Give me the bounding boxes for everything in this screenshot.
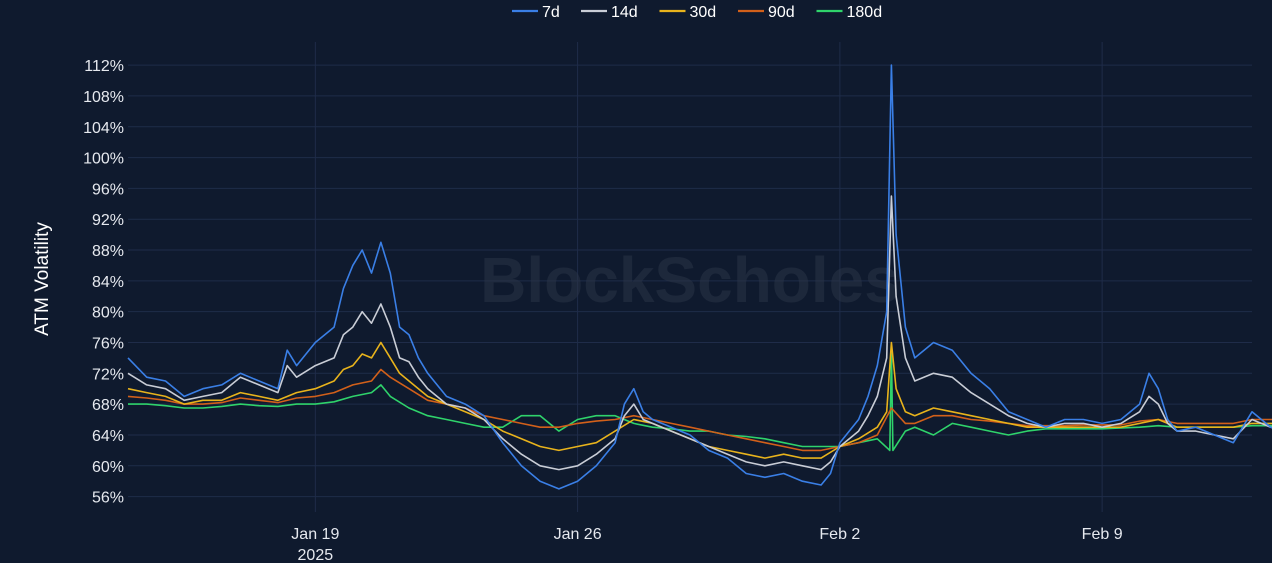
y-tick-label: 100% [83,151,124,168]
x-tick-label: Feb 9 [1082,526,1123,543]
legend-label: 30d [690,4,717,21]
y-tick-label: 112% [84,58,124,75]
legend-item-90d[interactable]: 90d [738,4,795,21]
legend-item-14d[interactable]: 14d [581,4,638,21]
x-axis: Jan 19 2025 Jan 26 Feb 2 Feb 9 [291,526,1122,563]
y-tick-label: 96% [92,181,124,198]
x-tick-label: Feb 2 [819,526,860,543]
legend-label: 14d [611,4,638,21]
x-tick-sublabel: 2025 [298,547,334,563]
y-tick-label: 80% [92,305,124,322]
legend-label: 180d [847,4,883,21]
x-tick-label: Jan 26 [554,526,602,543]
legend[interactable]: 7d 14d 30d 90d 180d [512,4,882,21]
series-lines [127,64,1272,490]
legend-item-30d[interactable]: 30d [659,4,717,21]
legend-item-7d[interactable]: 7d [512,4,560,21]
y-tick-label: 88% [92,243,124,260]
y-tick-label: 68% [92,397,124,414]
y-tick-label: 84% [92,274,124,291]
y-tick-label: 72% [92,366,124,383]
y-tick-label: 108% [83,89,124,106]
grid [128,42,1252,512]
legend-label: 7d [542,4,560,21]
legend-label: 90d [768,4,795,21]
y-tick-label: 60% [92,459,124,476]
series-line-7d [127,64,1272,490]
y-axis-title: ATM Volatility [32,222,53,336]
y-tick-label: 76% [92,335,124,352]
y-tick-label: 104% [83,120,124,137]
y-tick-label: 92% [92,212,124,229]
y-axis: 56% 60% 64% 68% 72% 76% 80% 84% 88% 92% 96% 100% 104… [83,58,124,506]
y-tick-label: 56% [92,490,124,507]
watermark-text: BlockScholes [480,244,900,316]
legend-item-180d[interactable]: 180d [816,4,883,21]
y-tick-label: 64% [92,428,124,445]
x-tick-label: Jan 19 [291,526,339,543]
